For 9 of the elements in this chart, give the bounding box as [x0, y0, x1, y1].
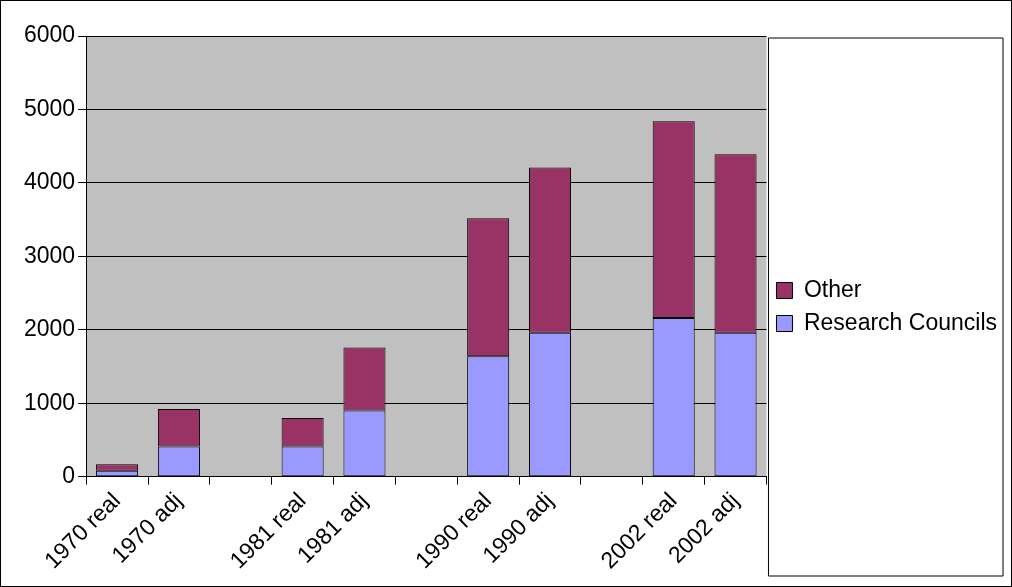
- y-tick-label: 2000: [23, 315, 76, 342]
- y-tick-label: 4000: [23, 168, 76, 195]
- y-tick-label: 1000: [23, 388, 76, 415]
- legend-label: Research Councils: [803, 308, 997, 335]
- y-tick-label: 0: [62, 462, 76, 489]
- y-tick-label: 6000: [23, 21, 76, 48]
- legend-label: Other: [803, 275, 862, 302]
- y-tick-label: 3000: [23, 241, 76, 268]
- y-tick-label: 5000: [23, 94, 76, 121]
